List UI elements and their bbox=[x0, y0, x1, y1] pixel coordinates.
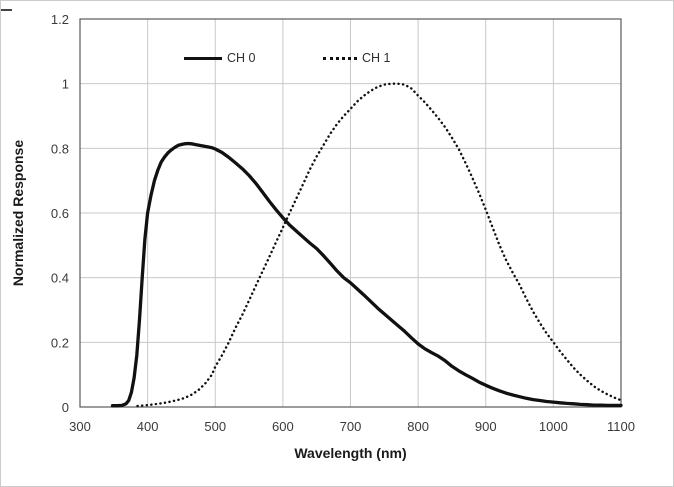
x-tick-label: 500 bbox=[204, 419, 226, 434]
y-tick-label: 0.4 bbox=[51, 271, 69, 286]
y-tick-label: 1.2 bbox=[51, 12, 69, 27]
ch1-curve bbox=[136, 82, 623, 408]
x-tick-label: 300 bbox=[69, 419, 91, 434]
legend-label-ch1: CH 1 bbox=[362, 51, 391, 65]
screen-edge-artifact bbox=[1, 9, 12, 11]
y-tick-label: 0.8 bbox=[51, 141, 69, 156]
solid-line-sample-icon bbox=[184, 56, 222, 60]
y-tick-label: 0 bbox=[62, 400, 69, 415]
ch0-curve bbox=[110, 141, 623, 408]
x-tick-label: 1100 bbox=[607, 419, 635, 434]
y-tick-label: 0.6 bbox=[51, 206, 69, 221]
legend-item-ch0: CH 0 bbox=[184, 50, 255, 66]
plot-border bbox=[79, 18, 622, 408]
dotted-line-sample-icon bbox=[323, 56, 357, 60]
x-tick-label: 900 bbox=[475, 419, 497, 434]
x-tick-label: 600 bbox=[272, 419, 294, 434]
x-tick-label: 800 bbox=[407, 419, 429, 434]
legend-label-ch0: CH 0 bbox=[227, 51, 256, 65]
y-axis-title: Normalized Response bbox=[10, 139, 26, 287]
x-axis-title: Wavelength (nm) bbox=[294, 445, 407, 461]
y-tick-label: 0.2 bbox=[51, 335, 69, 350]
y-tick-label: 1 bbox=[62, 77, 69, 92]
legend-item-ch1: CH 1 bbox=[323, 50, 390, 66]
x-tick-label: 400 bbox=[137, 419, 159, 434]
x-tick-label: 700 bbox=[340, 419, 362, 434]
x-tick-label: 1000 bbox=[539, 419, 568, 434]
